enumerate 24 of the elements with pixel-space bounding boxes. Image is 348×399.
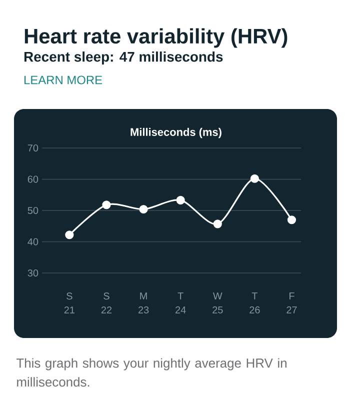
point xyxy=(65,230,74,240)
y-tick-label: 70 xyxy=(28,144,38,152)
chart-subtitle: Recent sleep: 47 milliseconds xyxy=(24,51,223,64)
y-axis-title: Milliseconds (ms) xyxy=(130,128,222,138)
point xyxy=(176,196,185,204)
x-tick-label: F 27 xyxy=(286,292,297,314)
y-tick-label: 30 xyxy=(28,269,38,277)
x-tick-label: T 24 xyxy=(176,292,186,314)
point xyxy=(213,220,222,228)
x-tick-label: S 21 xyxy=(64,292,74,314)
x-tick-label: W 25 xyxy=(212,292,223,314)
x-tick-label: M 23 xyxy=(138,292,149,314)
text: LEARN MORE xyxy=(24,76,102,84)
point xyxy=(139,204,148,214)
y-tick-label: 60 xyxy=(28,176,38,183)
point xyxy=(102,200,111,210)
x-tick-label: T 26 xyxy=(250,292,260,314)
y-tick-label: 40 xyxy=(28,238,38,246)
text: This graph shows your nightly average HRV in milliseconds. xyxy=(16,358,286,387)
point xyxy=(287,216,296,224)
chart-title: Heart rate variability (HRV) xyxy=(24,28,288,48)
point xyxy=(250,174,259,183)
y-tick-label: 50 xyxy=(28,206,38,214)
x-tick-label: S 22 xyxy=(101,292,112,314)
